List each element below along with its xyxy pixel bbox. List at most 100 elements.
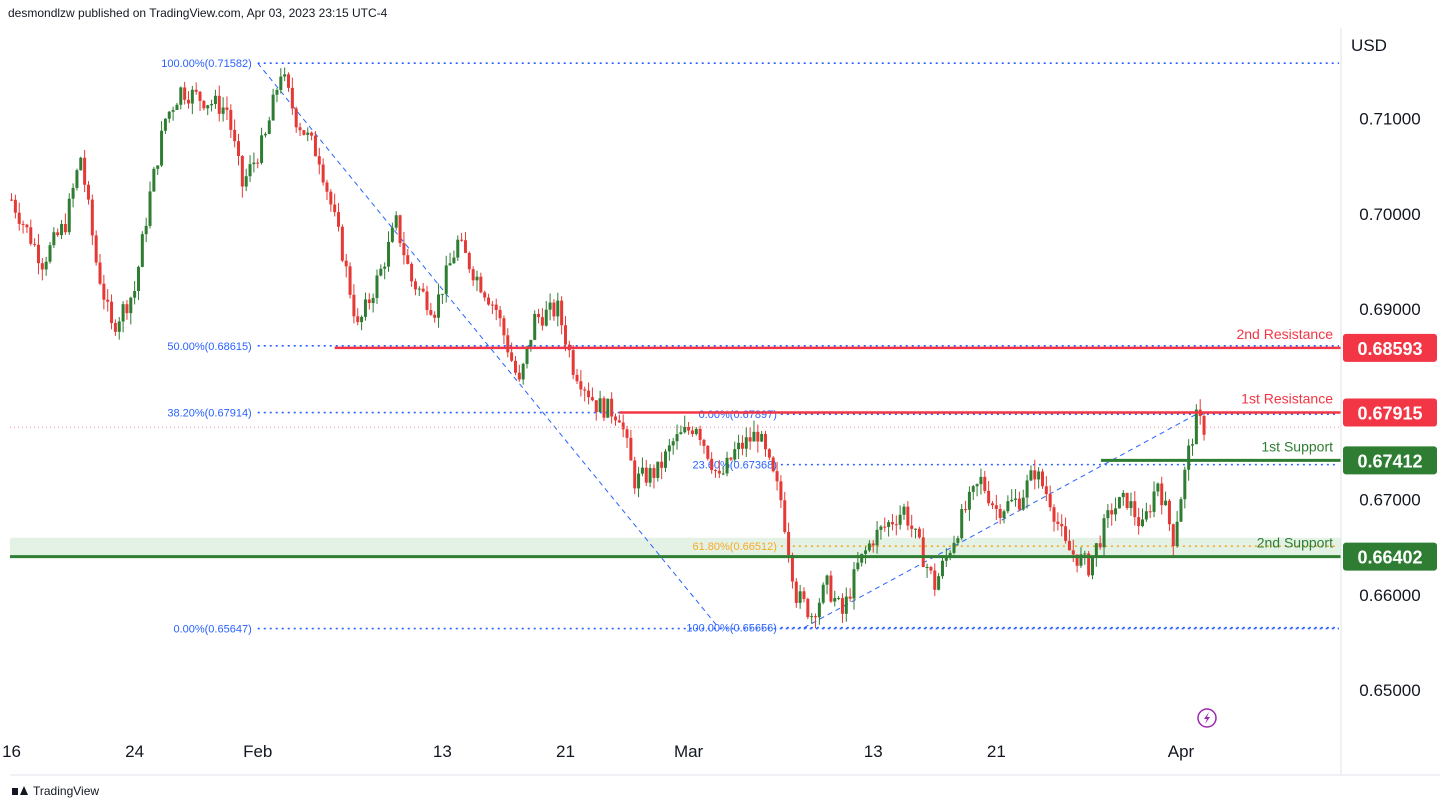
candle-body — [83, 157, 87, 185]
candle-body — [394, 215, 398, 228]
candle-body — [975, 484, 979, 487]
candle-body — [1071, 550, 1075, 555]
candle-body — [252, 162, 256, 165]
candle-body — [290, 87, 294, 109]
publisher-caption: desmondlzw published on TradingView.com,… — [8, 6, 388, 20]
candle-body — [1090, 556, 1094, 576]
candle-body — [90, 199, 94, 236]
candle-body — [906, 506, 910, 526]
candle-body — [960, 509, 964, 539]
candle-body — [1021, 497, 1025, 510]
candle-body — [852, 569, 856, 599]
candle-body — [1098, 543, 1102, 548]
lightning-icon[interactable] — [1197, 708, 1217, 728]
candle-body — [256, 162, 260, 164]
tradingview-logo-icon — [12, 786, 28, 796]
candle-body — [33, 243, 37, 245]
fib-level-label: 38.20%(0.67914) — [167, 408, 251, 420]
candle-body — [294, 108, 298, 128]
candle-body — [40, 263, 44, 270]
candle-body — [733, 449, 737, 460]
fib-level-label: 50.00%(0.68615) — [167, 341, 251, 353]
candle-body — [1167, 500, 1171, 525]
candle-body — [737, 442, 741, 450]
candle-body — [502, 318, 506, 336]
1st-support-value-box — [1343, 446, 1437, 475]
candle-body — [802, 591, 806, 599]
y-tick-label: 0.67000 — [1359, 491, 1420, 510]
candle-body — [1033, 470, 1037, 480]
candle-body — [629, 437, 633, 461]
candle-body — [152, 168, 156, 192]
candle-body — [337, 212, 341, 227]
candle-body — [413, 281, 417, 290]
candle-body — [306, 132, 310, 135]
candle-body — [921, 537, 925, 568]
candle-body — [1133, 501, 1137, 518]
candle-body — [990, 503, 994, 506]
candle-body — [1006, 501, 1010, 512]
candle-body — [744, 437, 748, 449]
candle-body — [229, 109, 233, 130]
candle-body — [914, 528, 918, 530]
candle-body — [460, 239, 464, 241]
candle-body — [156, 165, 160, 169]
candle-body — [1148, 511, 1152, 513]
candle-body — [1175, 521, 1179, 547]
fib2-level-label: 100.00%(0.65656) — [686, 623, 777, 635]
candle-body — [967, 491, 971, 510]
candle-body — [21, 223, 25, 225]
candle-body — [987, 490, 991, 504]
candle-body — [1079, 554, 1083, 566]
candle-body — [563, 325, 567, 345]
candle-body — [71, 187, 75, 199]
candle-body — [271, 94, 275, 121]
candle-body — [1121, 492, 1125, 498]
candle-body — [1160, 483, 1164, 506]
candle-body — [740, 442, 744, 449]
candle-body — [106, 299, 110, 302]
candle-body — [687, 426, 691, 431]
fib2-trend-line — [803, 413, 1197, 629]
candle-body — [510, 352, 514, 361]
candle-body — [198, 91, 202, 101]
candle-body — [298, 127, 302, 131]
candle-body — [1125, 492, 1129, 508]
candle-body — [433, 314, 437, 318]
candle-body — [348, 266, 352, 295]
candle-body — [121, 304, 125, 322]
candle-body — [810, 616, 814, 618]
footer: TradingView — [12, 784, 99, 798]
candle-body — [363, 299, 367, 317]
candle-body — [548, 302, 552, 310]
x-tick-label: 21 — [987, 742, 1006, 761]
candle-body — [329, 191, 333, 205]
candle-body — [1137, 517, 1141, 527]
candles-layer — [10, 67, 1206, 629]
candle-body — [402, 243, 406, 256]
candle-body — [621, 422, 625, 430]
candle-body — [717, 470, 721, 474]
candle-body — [360, 316, 364, 323]
candle-body — [463, 240, 467, 253]
candle-body — [560, 300, 564, 326]
candle-body — [679, 432, 683, 435]
candle-body — [710, 458, 714, 471]
candle-body — [421, 288, 425, 292]
candle-body — [302, 130, 306, 135]
candle-body — [998, 508, 1002, 518]
candle-body — [483, 292, 487, 298]
candle-body — [10, 199, 14, 201]
candle-body — [814, 616, 818, 618]
candle-body — [610, 398, 614, 417]
candle-body — [613, 416, 617, 421]
levels-layer: 2nd Resistance 0.68593 1st Resistance 0.679… — [10, 326, 1437, 571]
candle-body — [117, 321, 121, 332]
candle-body — [167, 111, 171, 119]
candle-body — [583, 389, 587, 391]
candle-body — [444, 265, 448, 294]
fib-level-label: 100.00%(0.71582) — [161, 58, 252, 70]
candle-body — [437, 294, 441, 318]
candle-body — [1191, 444, 1195, 446]
